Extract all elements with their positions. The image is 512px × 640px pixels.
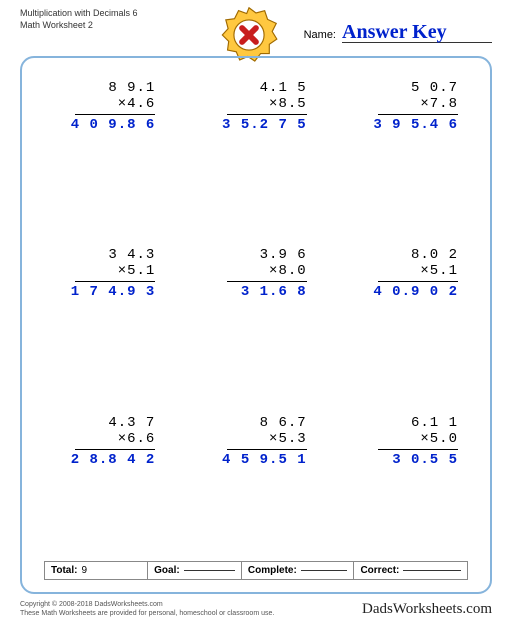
rule-line [227, 449, 307, 450]
multiplier: 8.0 [269, 263, 307, 279]
complete-line [301, 570, 348, 571]
multiplier: 6.6 [118, 431, 156, 447]
multiplicand: 8 6.7 [260, 415, 307, 431]
multiplicand: 4.1 5 [260, 80, 307, 96]
multiplicand: 8 9.1 [108, 80, 155, 96]
rule-line [378, 449, 458, 450]
brand-logo: DadsWorksheets.com [362, 601, 492, 618]
total-cell: Total: 9 [45, 562, 148, 579]
answer: 4 0.9 0 2 [373, 284, 458, 300]
problem: 8 6.75.3 4 5 9.5 1 [195, 415, 316, 542]
multiplier: 7.8 [420, 96, 458, 112]
multiplier: 5.0 [420, 431, 458, 447]
answer: 2 8.8 4 2 [71, 452, 156, 468]
goal-label: Goal: [154, 565, 180, 576]
complete-cell: Complete: [242, 562, 355, 579]
copyright-line-2: These Math Worksheets are provided for p… [20, 609, 274, 618]
problem: 4.3 76.6 2 8.8 4 2 [44, 415, 165, 542]
rule-line [227, 114, 307, 115]
answer: 4 5 9.5 1 [222, 452, 307, 468]
multiplier: 5.3 [269, 431, 307, 447]
answer: 3 9 5.4 6 [373, 117, 458, 133]
problem: 6.1 15.0 3 0.5 5 [347, 415, 468, 542]
answer: 1 7 4.9 3 [71, 284, 156, 300]
rule-line [227, 281, 307, 282]
answer: 4 0 9.8 6 [71, 117, 156, 133]
correct-label: Correct: [360, 565, 399, 576]
multiplicand: 3 4.3 [108, 247, 155, 263]
rule-line [75, 114, 155, 115]
name-label: Name: [304, 29, 336, 41]
total-label: Total: [51, 565, 77, 576]
multiplicand: 8.0 2 [411, 247, 458, 263]
multiplier: 8.5 [269, 96, 307, 112]
name-value: Answer Key [342, 22, 492, 43]
goal-line [184, 570, 235, 571]
multiplier: 5.1 [420, 263, 458, 279]
rule-line [75, 281, 155, 282]
name-field: Name: Answer Key [304, 22, 492, 43]
goal-cell: Goal: [148, 562, 242, 579]
total-value: 9 [81, 565, 87, 576]
complete-label: Complete: [248, 565, 297, 576]
copyright-line-1: Copyright © 2008-2018 DadsWorksheets.com [20, 600, 274, 609]
multiplier: 4.6 [118, 96, 156, 112]
correct-cell: Correct: [354, 562, 467, 579]
problem: 3 4.35.1 1 7 4.9 3 [44, 247, 165, 374]
problem: 3.9 68.0 3 1.6 8 [195, 247, 316, 374]
problem: 8.0 25.1 4 0.9 0 2 [347, 247, 468, 374]
rule-line [75, 449, 155, 450]
correct-line [403, 570, 461, 571]
answer: 3 0.5 5 [392, 452, 458, 468]
multiplicand: 5 0.7 [411, 80, 458, 96]
copyright-block: Copyright © 2008-2018 DadsWorksheets.com… [20, 600, 274, 618]
multiplier: 5.1 [118, 263, 156, 279]
answer: 3 5.2 7 5 [222, 117, 307, 133]
rule-line [378, 114, 458, 115]
answer: 3 1.6 8 [241, 284, 307, 300]
content-frame: 8 9.14.6 4 0 9.8 6 4.1 58.5 3 5.2 7 5 5 0.77… [20, 56, 492, 594]
multiplicand: 3.9 6 [260, 247, 307, 263]
problem: 5 0.77.8 3 9 5.4 6 [347, 80, 468, 207]
rule-line [378, 281, 458, 282]
problems-grid: 8 9.14.6 4 0 9.8 6 4.1 58.5 3 5.2 7 5 5 0.77… [44, 80, 468, 542]
problem: 8 9.14.6 4 0 9.8 6 [44, 80, 165, 207]
multiplicand: 4.3 7 [108, 415, 155, 431]
score-footer: Total: 9 Goal: Complete: Correct: [44, 561, 468, 580]
multiplicand: 6.1 1 [411, 415, 458, 431]
worksheet-page: Multiplication with Decimals 6 Math Work… [20, 8, 492, 632]
problem: 4.1 58.5 3 5.2 7 5 [195, 80, 316, 207]
